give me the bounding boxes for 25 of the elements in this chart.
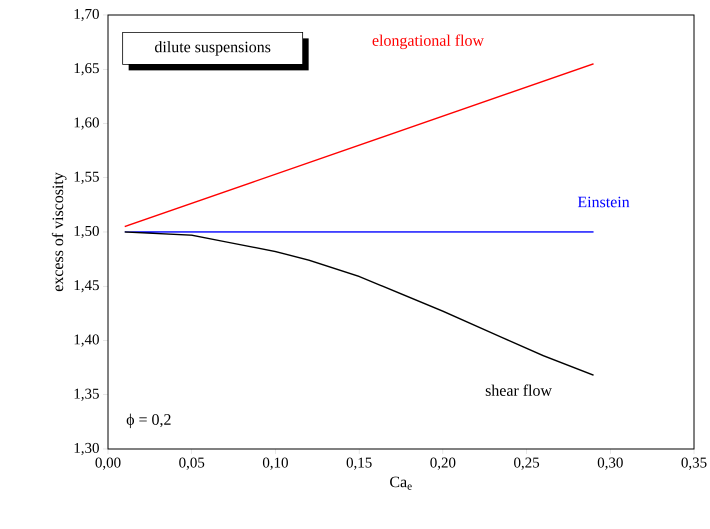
series-label: Einstein <box>578 196 630 208</box>
y-tick-label: 1,40 <box>74 334 99 347</box>
y-tick-label: 1,60 <box>74 117 99 130</box>
y-tick-label: 1,65 <box>74 63 99 76</box>
x-tick-label: 0,20 <box>430 458 456 470</box>
x-tick-label: 0,25 <box>514 458 540 470</box>
y-tick-label: 1,35 <box>74 388 99 401</box>
x-tick-label: 0,00 <box>95 458 121 470</box>
x-tick-label: 0,15 <box>346 458 372 470</box>
x-tick-label: 0,35 <box>681 458 706 470</box>
y-tick-label: 1,30 <box>74 442 99 456</box>
annotation: dilute suspensions <box>155 41 270 56</box>
x-tick-label: 0,30 <box>598 458 623 470</box>
y-tick-label: 1,45 <box>74 280 99 292</box>
line-series <box>124 231 594 376</box>
y-tick-label: 1,50 <box>74 226 99 238</box>
y-tick-label: 1,70 <box>74 8 99 22</box>
x-tick-label: 0,10 <box>262 458 288 470</box>
y-tick-label: 1,55 <box>74 172 99 184</box>
series-label: shear flow <box>486 384 552 396</box>
y-axis-title: excess of viscosity <box>52 172 66 292</box>
annotation: ϕ = 0,2 <box>126 414 171 428</box>
x-axis-title: Ca$_{e}$ <box>390 476 412 490</box>
text: elongational flow <box>372 34 484 50</box>
x-tick-label: 0,05 <box>179 458 204 470</box>
